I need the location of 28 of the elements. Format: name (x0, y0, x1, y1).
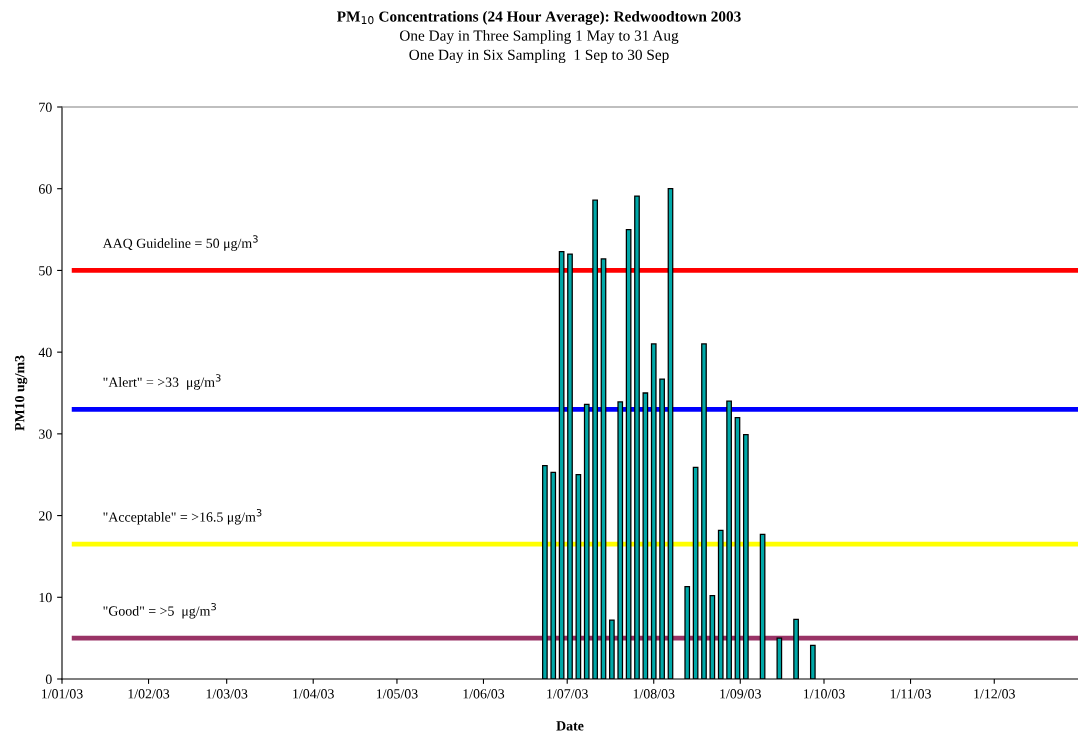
chart-subtitle: One Day in Three Sampling 1 May to 31 Aug One Day in Six Sampling 1 Sep to 30 Sep (399, 30, 679, 64)
ref-line-label: AAQ Guideline = 50 μg/m$^{3}$ (102, 235, 258, 251)
x-tick-label: 1/06/03 (463, 689, 505, 699)
x-tick-label: 1/04/03 (293, 689, 334, 699)
x-tick-label: 1/12/03 (974, 689, 1015, 699)
x-axis-title: Date (556, 721, 584, 731)
y-tick-label: 0 (45, 674, 52, 684)
x-tick-label: 1/08/03 (633, 689, 675, 699)
y-tick-label: 30 (39, 429, 52, 439)
y-tick-label: 20 (39, 511, 52, 521)
y-tick-label: 40 (38, 347, 52, 358)
x-tick-label: 1/09/03 (720, 689, 761, 699)
y-tick-label: 70 (39, 102, 52, 112)
ref-line-label: "Alert" = >33 μg/m$^{3}$ (103, 374, 221, 390)
y-tick-label: 10 (39, 592, 52, 603)
x-tick-label: 1/11/03 (890, 689, 931, 699)
x-tick-label: 1/03/03 (206, 689, 248, 699)
x-tick-label: 1/10/03 (804, 689, 845, 699)
ref-line-label: "Acceptable" = >16.5 μg/m$^{3}$ (103, 509, 262, 525)
x-tick-label: 1/01/03 (42, 689, 83, 699)
y-axis-title: PM10 ug/m3 (14, 355, 28, 431)
chart-title: PM$_{10}$ Concentrations (24 Hour Average): Redwoodtown 2003 (336, 10, 741, 25)
ref-line-label: "Good" = >5 μg/m$^{3}$ (103, 603, 216, 619)
y-tick-label: 50 (39, 266, 52, 276)
x-tick-label: 1/05/03 (376, 689, 418, 699)
x-tick-label: 1/07/03 (547, 689, 588, 699)
x-tick-label: 1/02/03 (128, 689, 170, 699)
y-tick-label: 60 (38, 184, 52, 194)
